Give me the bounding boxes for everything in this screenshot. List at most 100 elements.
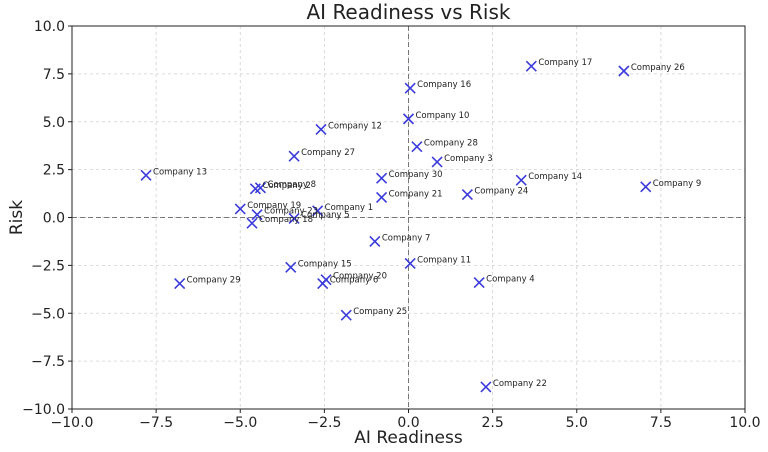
y-tick-label: −2.5 [31,258,65,274]
x-marker [246,217,258,229]
x-marker [431,156,443,168]
x-marker [461,188,473,201]
point-label: Company 16 [417,80,471,90]
x-marker [376,172,388,184]
point-label: Company 29 [187,276,241,286]
x-tick-label: −10.0 [51,415,94,431]
x-marker [376,191,388,203]
data-point: Company 25 [340,307,407,321]
data-point: Company 14 [515,172,582,186]
x-marker [285,261,297,273]
data-point: Company 1 [312,203,374,217]
point-label: Company 15 [298,259,352,269]
x-marker [480,381,492,393]
x-tick-label: 0.0 [397,415,419,431]
x-tick-label: 10.0 [729,415,760,431]
data-points: Company 17 Company 26 Company 16 Company 10… [140,58,702,393]
point-label: Company 4 [486,275,535,285]
point-label: Company 6 [330,276,379,286]
chart-title: AI Readiness vs Risk [307,0,511,24]
x-marker [312,205,324,217]
y-tick-label: −5.0 [31,306,65,322]
point-label: Company 27 [301,148,355,158]
data-point: Company 18 [246,215,313,229]
x-marker [369,235,381,248]
point-label: Company 8 [267,180,316,190]
point-label: Company 21 [389,189,443,199]
x-tick-label: −2.5 [307,415,341,431]
data-point: Company 15 [285,259,352,273]
x-tick-label: 5.0 [566,415,588,431]
data-point: Company 24 [461,187,528,201]
data-point: Company 17 [525,58,592,72]
data-point: Company 13 [140,167,207,181]
data-point: Company 23 [251,207,318,221]
y-tick-label: −10.0 [22,402,65,418]
data-point: Company 4 [473,275,535,289]
y-tick-label: 10.0 [34,19,65,35]
data-point: Company 11 [404,255,471,270]
point-label: Company 23 [264,207,318,217]
x-marker [473,277,485,289]
x-marker [411,141,423,153]
data-point: Company 27 [288,148,355,162]
point-label: Company 2 [262,181,311,191]
y-tick-label: −7.5 [31,354,65,370]
x-tick-label: −5.0 [223,415,257,431]
y-tick-label: 0.0 [43,211,65,227]
data-point: Company 22 [480,379,547,393]
x-marker [140,169,152,181]
y-axis-title: Risk [7,200,27,235]
x-tick-label: −7.5 [139,415,173,431]
point-label: Company 3 [444,154,493,164]
data-point: Company 12 [315,121,382,135]
data-point: Company 10 [402,111,470,125]
x-marker [251,209,263,221]
data-point: Company 6 [317,276,379,290]
point-label: Company 20 [333,272,387,282]
data-point: Company 28 [411,139,478,153]
data-point: Company 19 [234,201,301,215]
point-label: Company 7 [382,233,431,243]
point-label: Company 14 [528,172,582,182]
y-tick-label: 2.5 [43,163,65,179]
point-label: Company 13 [153,167,207,177]
x-tick-label: 7.5 [650,415,672,431]
data-point: Company 2 [249,181,311,195]
data-point: Company 9 [640,179,702,193]
point-label: Company 5 [301,210,350,220]
x-marker [234,203,246,215]
point-label: Company 11 [417,255,471,265]
point-label: Company 30 [389,170,443,180]
x-marker [402,113,415,125]
point-label: Company 19 [247,201,301,211]
x-tick-label: 2.5 [481,415,503,431]
axis-ticks: −10.0 −7.5 −5.0 −2.5 0.0 2.5 5.0 7.5 10.0 −10.0 −7… [22,19,760,431]
data-point: Company 29 [174,276,241,290]
x-marker [404,257,416,270]
point-label: Company 10 [416,111,470,121]
x-marker [315,123,327,135]
x-marker [640,181,652,193]
point-label: Company 25 [353,307,407,317]
x-marker [317,278,329,290]
point-label: Company 9 [653,179,702,189]
data-point: Company 30 [376,170,443,184]
point-label: Company 22 [493,379,547,389]
y-tick-label: 7.5 [43,67,65,83]
point-label: Company 12 [328,121,382,131]
reference-lines [72,26,745,409]
point-label: Company 17 [538,58,592,68]
point-label: Company 18 [259,215,313,225]
x-marker [174,278,186,290]
data-point: Company 7 [369,233,431,248]
y-tick-label: 5.0 [43,115,65,131]
x-marker [404,82,416,94]
x-marker [340,309,352,321]
x-marker [249,183,261,195]
data-point: Company 21 [376,189,443,203]
point-label: Company 1 [325,203,374,213]
x-marker [515,174,527,186]
point-label: Company 24 [474,187,528,197]
